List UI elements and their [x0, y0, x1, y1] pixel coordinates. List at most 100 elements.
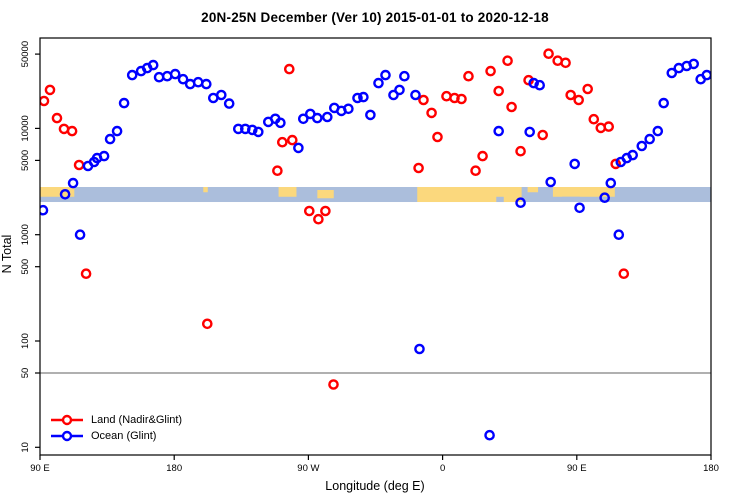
data-point [613, 229, 625, 240]
data-point [67, 177, 79, 189]
data-point [104, 133, 116, 145]
data-point [545, 176, 557, 188]
legend-label-land: Land (Nadir&Glint) [91, 414, 183, 426]
data-point [610, 158, 622, 170]
y-tick-label: 5000 [20, 150, 31, 171]
data-point [215, 89, 227, 101]
legend-key-land-icon [51, 414, 83, 426]
data-point [502, 55, 513, 67]
x-tick-label: 90 E [30, 463, 50, 474]
ocean-points-group [40, 58, 711, 441]
y-tick-label: 50 [20, 368, 31, 379]
data-point [303, 205, 315, 217]
data-point [569, 158, 581, 170]
data-point [470, 165, 481, 176]
data-point [40, 95, 50, 107]
data-point [410, 89, 421, 101]
data-point [98, 150, 110, 162]
data-point [688, 58, 700, 70]
data-point [200, 78, 212, 90]
x-tick-label: 90 W [297, 463, 319, 474]
legend-entry-ocean: Ocean (Glint) [50, 428, 182, 444]
y-axis: 10 50 100 500 1000 5000 10000 50000 [20, 41, 40, 453]
data-point [66, 125, 78, 137]
data-point [343, 103, 354, 115]
map-strip-land [552, 187, 615, 197]
map-strip [40, 187, 711, 203]
data-point [51, 112, 63, 124]
data-point [394, 84, 405, 96]
data-point [413, 162, 424, 174]
data-point [126, 69, 138, 81]
data-point [573, 94, 585, 106]
data-point [414, 343, 425, 355]
data-point [484, 429, 495, 441]
x-tick-label: 0 [440, 463, 445, 474]
chart-title: 20N-25N December (Ver 10) 2015-01-01 to … [201, 10, 549, 25]
data-point [311, 112, 323, 124]
data-point [432, 131, 443, 143]
y-tick-label: 50000 [20, 41, 31, 67]
data-point [456, 93, 467, 105]
data-point [74, 229, 86, 240]
data-point [515, 145, 526, 157]
y-tick-label: 1000 [20, 224, 31, 245]
data-point [246, 124, 258, 136]
data-point [506, 101, 517, 113]
data-point [627, 149, 639, 161]
data-point [283, 63, 295, 75]
data-point [582, 83, 594, 95]
map-strip-land [527, 187, 539, 193]
data-point [118, 97, 130, 109]
data-point [275, 117, 286, 129]
map-strip-ocean-notch [561, 196, 580, 203]
data-point [399, 70, 410, 82]
data-point [223, 98, 235, 109]
data-point [365, 109, 376, 121]
y-tick-label: 100 [20, 333, 31, 349]
data-point [605, 177, 617, 189]
data-point [272, 165, 283, 176]
data-point [59, 188, 71, 200]
data-point [373, 77, 384, 89]
data-point [169, 68, 181, 80]
data-point [515, 197, 526, 208]
data-point [321, 111, 333, 123]
data-point [297, 113, 309, 125]
x-tick-label: 90 E [567, 463, 587, 474]
data-point [293, 142, 304, 154]
x-tick-label: 180 [166, 463, 182, 474]
data-point [603, 121, 615, 132]
data-point [588, 113, 600, 125]
data-point [652, 125, 664, 137]
data-point [380, 69, 391, 81]
data-point [477, 150, 488, 162]
data-point [177, 73, 189, 85]
data-point [44, 84, 56, 96]
data-point [201, 318, 213, 330]
data-point [388, 89, 399, 101]
data-point [73, 159, 85, 171]
legend-label-ocean: Ocean (Glint) [91, 430, 157, 442]
data-point [358, 91, 369, 103]
data-point [493, 85, 505, 97]
y-tick-label: 10000 [20, 115, 31, 141]
y-tick-label: 10 [20, 442, 31, 453]
data-point [313, 213, 324, 225]
data-point [328, 379, 339, 390]
data-point [153, 71, 165, 83]
data-point [534, 79, 546, 91]
x-tick-label: 180 [703, 463, 719, 474]
land-points-group [40, 48, 630, 390]
legend-key-ocean-icon [51, 430, 83, 442]
data-point [666, 67, 678, 79]
map-strip-land [278, 187, 297, 197]
data-point [485, 65, 496, 77]
data-point [543, 48, 554, 60]
x-axis-title: Longitude (deg E) [325, 479, 425, 493]
data-point [252, 126, 264, 138]
data-point [493, 125, 505, 137]
data-point [40, 204, 49, 216]
data-point [426, 107, 437, 119]
